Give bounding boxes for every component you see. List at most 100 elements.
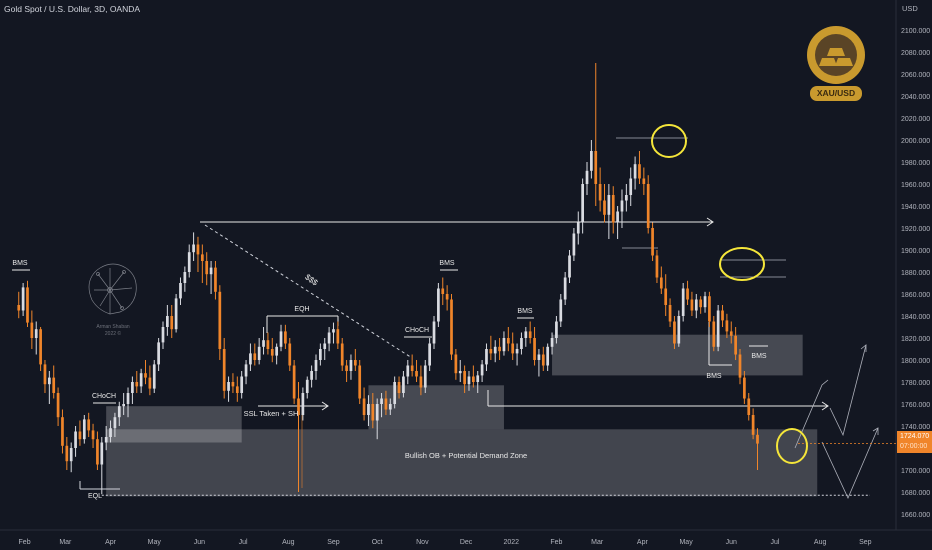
- candle-body: [708, 296, 711, 322]
- candle-body: [594, 151, 598, 184]
- candle-body: [734, 335, 737, 355]
- candle-body: [244, 364, 248, 377]
- demand-zone-box: [368, 385, 504, 430]
- candle-body: [257, 346, 261, 360]
- candle-body: [511, 343, 515, 354]
- candle-body: [668, 305, 672, 322]
- candle-body: [218, 291, 222, 349]
- candle-body: [629, 178, 633, 195]
- candle-body: [262, 340, 265, 347]
- candle-body: [305, 379, 309, 393]
- projection-path-lower: [821, 427, 879, 499]
- y-tick-label: 1980.000: [901, 160, 930, 167]
- y-tick-label: 1920.000: [901, 226, 930, 233]
- candle-body: [380, 398, 383, 404]
- candle-body: [30, 322, 34, 338]
- demand-zone-box: [106, 406, 242, 443]
- candle-body: [441, 288, 445, 294]
- candle-body: [144, 373, 147, 378]
- candle-body: [611, 195, 615, 223]
- projection-arrowhead-lower: [872, 427, 879, 435]
- projection-path-upper: [829, 344, 867, 437]
- candle-body: [319, 349, 322, 360]
- y-tick-label: 1700.000: [901, 468, 930, 475]
- candle-body: [528, 331, 532, 338]
- candle-body: [126, 393, 130, 404]
- x-tick-label: Mar: [59, 539, 72, 546]
- candle-body: [655, 255, 659, 278]
- candle-body: [113, 417, 117, 429]
- candle-body: [721, 310, 724, 321]
- axis-currency-label: USD: [902, 4, 918, 13]
- candle-body: [520, 338, 523, 349]
- candle-body: [183, 272, 187, 283]
- candle-body: [743, 377, 746, 399]
- last-price-badge: 1724.070 07:00:00: [897, 431, 932, 453]
- candle-body: [131, 382, 134, 393]
- x-tick-label: Apr: [105, 539, 117, 546]
- candle-body: [47, 377, 51, 385]
- candle-body: [559, 299, 563, 322]
- y-tick-label: 1960.000: [901, 182, 930, 189]
- candle-body: [437, 288, 440, 322]
- ssl-arrow-head: [321, 401, 329, 411]
- candle-body: [659, 277, 663, 289]
- y-tick-label: 1900.000: [901, 248, 930, 255]
- candle-body: [279, 331, 283, 347]
- candle-body: [109, 428, 112, 437]
- candle-body: [122, 404, 126, 407]
- candle-body: [384, 398, 388, 410]
- candle-body: [402, 376, 405, 393]
- demand-zone-box: [106, 429, 818, 497]
- candle-body: [358, 365, 362, 399]
- candle-body: [349, 360, 353, 371]
- annotation-label: BMS: [517, 308, 533, 315]
- candle-body: [572, 233, 576, 256]
- candle-body: [445, 294, 449, 300]
- author-year: 2022 ©: [104, 331, 122, 337]
- candle-body: [65, 445, 69, 462]
- candle-body: [17, 305, 21, 311]
- candle-body: [751, 415, 755, 435]
- candle-body: [467, 376, 471, 385]
- candle-body: [603, 200, 606, 215]
- x-tick-label: Sep: [327, 539, 340, 546]
- x-tick-label: Apr: [637, 539, 649, 546]
- x-tick-label: May: [679, 539, 693, 546]
- candle-body: [646, 184, 650, 228]
- candle-body: [546, 346, 550, 366]
- candle-body: [393, 382, 397, 404]
- candle-body: [725, 320, 729, 332]
- candle-body: [563, 277, 567, 300]
- candle-body: [345, 365, 348, 371]
- candle-body: [568, 255, 571, 278]
- candle-body: [209, 267, 213, 275]
- candle-body: [34, 329, 38, 338]
- candle-body: [249, 353, 252, 365]
- candle-body: [43, 364, 47, 385]
- candle-body: [419, 376, 423, 388]
- x-tick-label: Dec: [460, 539, 473, 546]
- candle-body: [524, 331, 528, 338]
- candle-body: [463, 371, 466, 385]
- projection-path-mid: [794, 379, 829, 449]
- candle-body: [550, 338, 554, 347]
- candle-body: [375, 404, 379, 421]
- candle-body: [423, 365, 427, 388]
- candle-body: [371, 404, 375, 421]
- candle-body: [415, 371, 418, 377]
- candle-body: [323, 343, 327, 349]
- x-tick-label: May: [148, 539, 162, 546]
- candle-body: [152, 364, 156, 389]
- candle-body: [642, 178, 646, 184]
- candle-body: [91, 430, 95, 440]
- y-tick-label: 1880.000: [901, 270, 930, 277]
- candle-body: [590, 151, 593, 171]
- xauusd-logo: XAU/USD: [806, 26, 866, 104]
- y-tick-label: 2060.000: [901, 72, 930, 79]
- candle-body: [288, 343, 292, 366]
- y-tick-label: 1860.000: [901, 292, 930, 299]
- candle-body: [362, 398, 366, 415]
